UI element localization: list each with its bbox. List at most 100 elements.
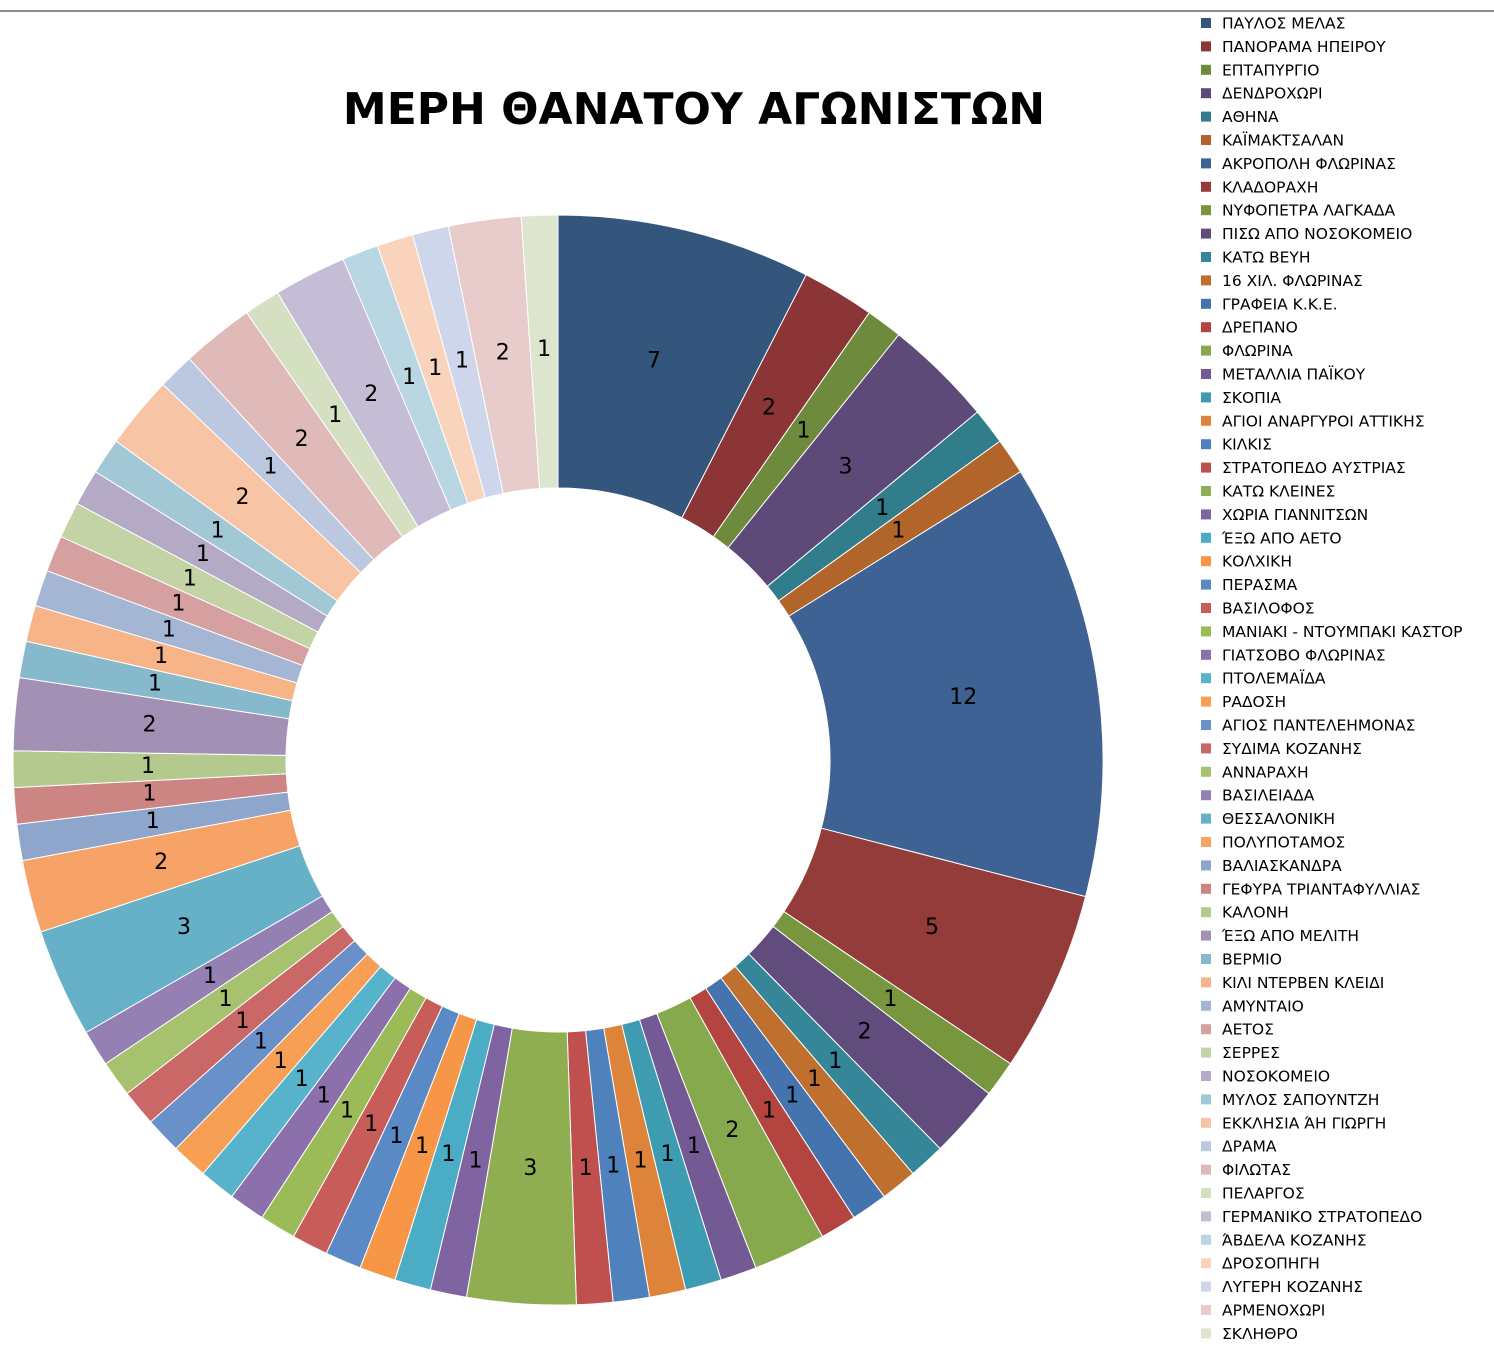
legend-swatch <box>1201 1094 1211 1105</box>
legend-label: ΚΛΑΔΟΡΑΧΗ <box>1222 178 1318 196</box>
legend-label: ΚΑΤΩ ΚΛΕΙΝΕΣ <box>1222 483 1335 501</box>
legend-label: ΠΙΣΩ ΑΠΟ ΝΟΣΟΚΟΜΕΙΟ <box>1222 225 1412 243</box>
data-label: 7 <box>647 348 661 373</box>
data-label: 1 <box>328 403 342 428</box>
legend-label: ΑΡΜΕΝΟΧΩΡΙ <box>1222 1302 1325 1320</box>
data-label: 1 <box>264 455 278 480</box>
legend-label: ΒΑΣΙΛΟΦΟΣ <box>1222 600 1315 618</box>
data-label: 1 <box>203 964 217 989</box>
data-label: 1 <box>317 1084 331 1109</box>
legend-swatch <box>1201 228 1211 239</box>
data-label: 1 <box>807 1067 821 1092</box>
data-label: 1 <box>162 618 176 643</box>
data-label: 1 <box>218 987 232 1012</box>
legend-swatch <box>1201 158 1211 169</box>
legend-swatch <box>1201 111 1211 122</box>
data-label: 1 <box>579 1156 593 1181</box>
legend-swatch <box>1201 41 1211 52</box>
data-label: 1 <box>442 1142 456 1167</box>
legend-swatch <box>1201 930 1211 941</box>
legend-swatch <box>1201 556 1211 567</box>
legend-swatch <box>1201 603 1211 613</box>
legend-label: ΓΙΑΤΣΟΒΟ ΦΛΩΡΙΝΑΣ <box>1222 646 1386 664</box>
data-label: 5 <box>925 915 939 940</box>
data-label: 1 <box>687 1134 701 1159</box>
legend-label: ΔΡΟΣΟΠΗΓΗ <box>1222 1255 1320 1273</box>
data-label: 2 <box>235 485 249 510</box>
data-label: 2 <box>725 1118 739 1143</box>
legend-label: ΚΟΛΧΙΚΗ <box>1222 553 1292 571</box>
data-label: 1 <box>146 809 160 834</box>
legend-swatch <box>1201 1117 1211 1128</box>
data-label: 2 <box>762 395 776 420</box>
data-label: 1 <box>785 1084 799 1109</box>
legend-swatch <box>1201 392 1211 403</box>
legend-swatch <box>1201 64 1211 75</box>
legend-label: ΣΚΛΗΘΡΟ <box>1222 1325 1298 1343</box>
legend-swatch <box>1201 322 1211 333</box>
data-label: 1 <box>428 356 442 381</box>
legend-swatch <box>1201 415 1211 426</box>
legend-swatch <box>1201 88 1211 99</box>
legend-label: ΣΚΟΠΙΑ <box>1222 389 1281 407</box>
data-label: 1 <box>537 337 551 362</box>
data-label: 1 <box>884 987 898 1012</box>
legend-swatch <box>1201 1141 1211 1152</box>
legend-swatch <box>1201 837 1211 847</box>
legend-label: ΔΕΝΔΡΟΧΩΡΙ <box>1222 85 1323 103</box>
legend-swatch <box>1201 673 1211 684</box>
data-label: 1 <box>875 496 889 521</box>
legend-swatch <box>1201 486 1211 496</box>
data-label: 1 <box>295 1067 309 1092</box>
legend-label: ΧΩΡΙΑ ΓΙΑΝΝΙΤΣΩΝ <box>1222 506 1368 524</box>
data-label: 1 <box>796 419 810 444</box>
legend-swatch <box>1201 977 1211 988</box>
legend-swatch <box>1201 1000 1211 1011</box>
legend-swatch <box>1201 766 1211 777</box>
legend-swatch <box>1201 649 1211 660</box>
legend-swatch <box>1201 532 1211 543</box>
legend-swatch <box>1201 1071 1211 1081</box>
data-label: 2 <box>295 427 309 452</box>
legend-label: ΑΝΝΑΡΑΧΗ <box>1222 763 1309 781</box>
legend-label: ΓΕΡΜΑΝΙΚΟ ΣΤΡΑΤΟΠΕΔΟ <box>1222 1208 1422 1226</box>
legend-swatch <box>1201 579 1211 590</box>
legend-label: ΣΕΡΡΕΣ <box>1222 1044 1280 1062</box>
data-label: 1 <box>154 644 168 669</box>
legend-label: ΕΚΚΛΗΣΙΑ ΆΗ ΓΙΩΡΓΗ <box>1222 1114 1386 1132</box>
legend-swatch <box>1201 205 1211 216</box>
legend-label: ΈΞΩ ΑΠΟ ΑΕΤΟ <box>1221 529 1342 547</box>
legend-swatch <box>1201 181 1211 192</box>
legend-swatch <box>1201 345 1211 356</box>
data-label: 1 <box>274 1049 288 1074</box>
data-label: 2 <box>154 850 168 875</box>
legend-label: ΑΓΙΟΣ ΠΑΝΤΕΛΕΗΜΟΝΑΣ <box>1222 717 1415 735</box>
legend-label: ΣΤΡΑΤΟΠΕΔΟ ΑΥΣΤΡΙΑΣ <box>1222 459 1406 477</box>
legend-label: ΠΟΛΥΠΟΤΑΜΟΣ <box>1222 834 1345 852</box>
legend-label: ΚΑΛΟΝΗ <box>1222 904 1289 922</box>
legend-swatch <box>1201 18 1211 28</box>
legend-label: ΔΡΕΠΑΝΟ <box>1222 319 1298 337</box>
legend-label: ΑΘΗΝΑ <box>1222 108 1279 126</box>
legend-label: ΝΟΣΟΚΟΜΕΙΟ <box>1222 1068 1330 1086</box>
legend-swatch <box>1201 790 1211 801</box>
legend-swatch <box>1201 1258 1211 1269</box>
legend-label: ΛΥΓΕΡΗ ΚΟΖΑΝΗΣ <box>1222 1278 1363 1296</box>
legend-label: ΘΕΣΣΑΛΟΝΙΚΗ <box>1222 810 1335 828</box>
legend-swatch <box>1201 135 1211 145</box>
data-label: 1 <box>196 542 210 567</box>
chart-title: ΜΕΡΗ ΘΑΝΑΤΟΥ ΑΓΩΝΙΣΤΩΝ <box>343 84 1045 135</box>
legend-swatch <box>1201 954 1211 964</box>
legend-swatch <box>1201 883 1211 894</box>
data-label: 2 <box>364 382 378 407</box>
data-label: 1 <box>364 1112 378 1137</box>
legend-label: ΝΥΦΟΠΕΤΡΑ ΛΑΓΚΑΔΑ <box>1222 202 1395 220</box>
data-label: 1 <box>141 754 155 779</box>
data-label: 1 <box>211 518 225 543</box>
data-label: 2 <box>858 1019 872 1044</box>
legend-swatch <box>1201 462 1211 473</box>
legend-label: ΚΑΤΩ ΒΕΥΗ <box>1222 249 1311 267</box>
legend-label: ΦΙΛΩΤΑΣ <box>1222 1161 1291 1179</box>
legend-label: ΜΥΛΟΣ ΣΑΠΟΥΝΤΖΗ <box>1222 1091 1379 1109</box>
